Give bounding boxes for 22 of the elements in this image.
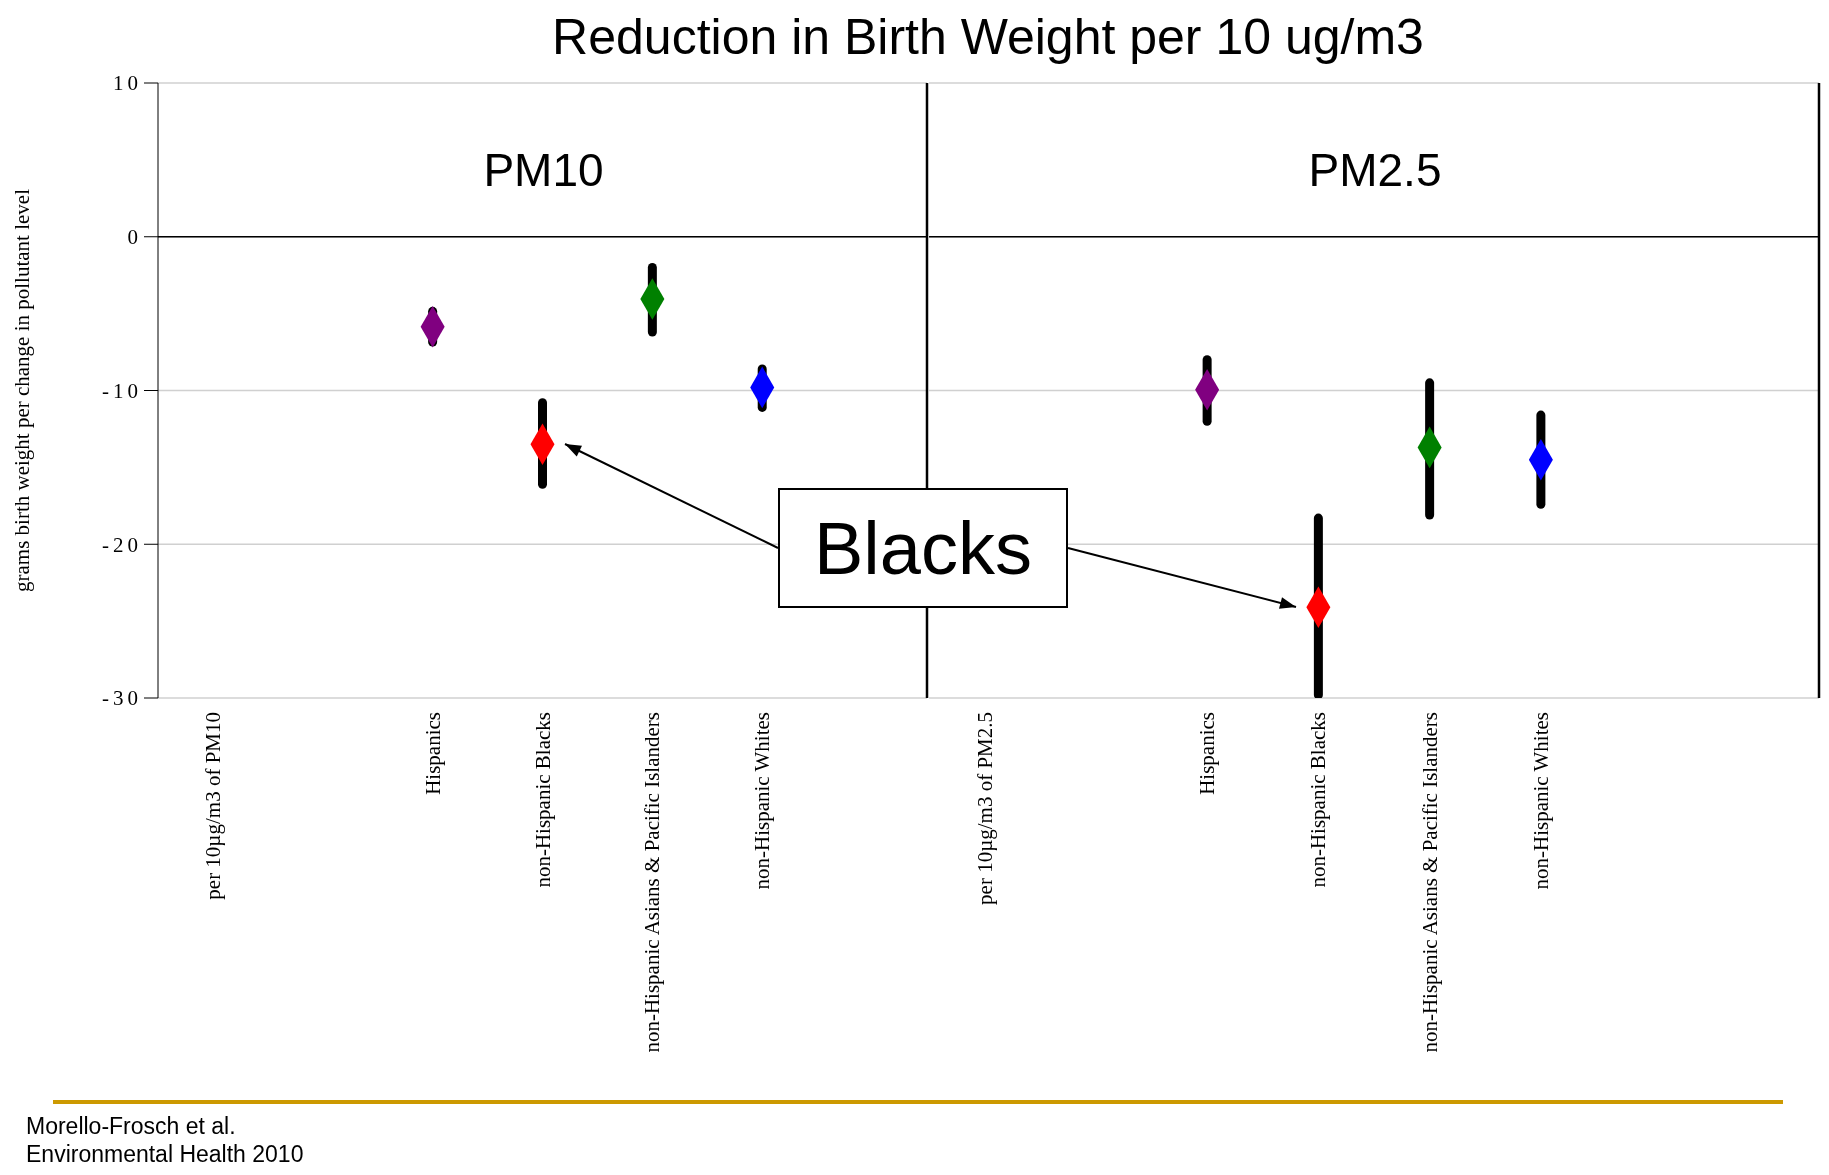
x-tick-label: Hispanics xyxy=(1195,712,1220,795)
x-tick-label: per 10µg/m3 of PM2.5 xyxy=(972,712,997,905)
x-tick-label: non-Hispanic Whites xyxy=(1528,712,1553,890)
y-tick-label: -20 xyxy=(102,532,142,557)
x-tick-label: non-Hispanic Whites xyxy=(750,712,775,890)
y-tick-label: 0 xyxy=(127,225,142,250)
x-tick-label: non-Hispanic Asians & Pacific Islanders xyxy=(640,712,665,1053)
x-tick-label: non-Hispanic Asians & Pacific Islanders xyxy=(1417,712,1442,1053)
annotation: PM2.5 xyxy=(1307,143,1443,197)
x-tick-label: non-Hispanic Blacks xyxy=(530,712,555,888)
x-tick-label: Hispanics xyxy=(420,712,445,795)
annotation: PM10 xyxy=(482,143,605,197)
chart-title: Reduction in Birth Weight per 10 ug/m3 xyxy=(551,8,1425,66)
x-tick-label: non-Hispanic Blacks xyxy=(1306,712,1331,888)
y-tick-label: -10 xyxy=(102,378,142,403)
y-tick-label: -30 xyxy=(102,686,142,711)
annotation: Blacks xyxy=(778,488,1068,608)
y-tick-label: 10 xyxy=(113,71,142,96)
text: Environmental Health 2010 xyxy=(26,1140,304,1168)
x-tick-label: per 10µg/m3 of PM10 xyxy=(200,712,225,900)
text: Morello-Frosch et al. xyxy=(26,1112,237,1140)
y-axis-title: grams birth weight per change in pollutant level xyxy=(10,188,35,592)
